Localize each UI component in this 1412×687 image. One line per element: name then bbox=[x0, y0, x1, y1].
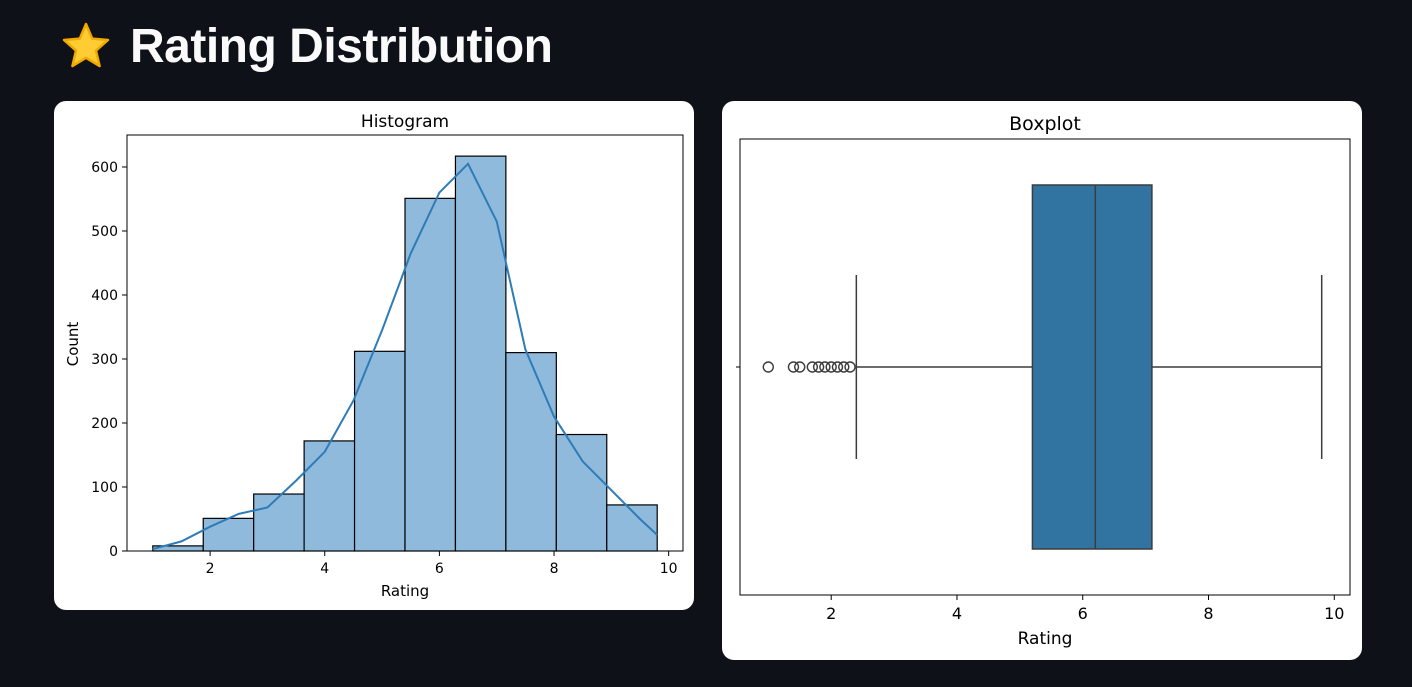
histogram-title: Histogram bbox=[361, 112, 449, 132]
histogram-y-tick-label: 200 bbox=[91, 416, 118, 432]
boxplot-x-axis-label: Rating bbox=[1018, 629, 1073, 649]
histogram-bar bbox=[454, 155, 507, 552]
boxplot-outlier bbox=[812, 361, 825, 373]
boxplot-chart: Boxplot 2 4 6 8 10 Rating bbox=[736, 113, 1351, 649]
histogram-bar bbox=[555, 433, 608, 552]
page-title: Rating Distribution bbox=[130, 19, 553, 73]
histogram-bar bbox=[202, 517, 255, 552]
histogram-bar bbox=[505, 352, 557, 552]
histogram-y-tick-label: 100 bbox=[91, 480, 118, 496]
histogram-x-tick-label: 6 bbox=[435, 561, 444, 577]
histogram-bar bbox=[253, 493, 305, 552]
boxplot-x-tick-label: 2 bbox=[826, 604, 836, 623]
histogram-chart: Histogram 2 4 6 8 10 0 100 200 300 400 500 600 Rat… bbox=[64, 112, 684, 600]
histogram-x-tick-label: 8 bbox=[550, 561, 559, 577]
page-header: Rating Distribution bbox=[60, 14, 553, 78]
boxplot-outlier bbox=[762, 361, 774, 373]
boxplot-outlier bbox=[819, 361, 831, 373]
star-icon bbox=[62, 22, 110, 68]
histogram-x-axis-label: Rating bbox=[381, 582, 429, 600]
histogram-kde-line bbox=[152, 162, 658, 551]
boxplot-x-tick-label: 4 bbox=[952, 604, 962, 623]
histogram-y-tick-label: 500 bbox=[91, 224, 118, 240]
boxplot-outlier bbox=[787, 361, 800, 373]
histogram-y-tick-label: 600 bbox=[91, 160, 118, 176]
boxplot-x-tick-label: 8 bbox=[1203, 604, 1213, 623]
histogram-y-tick-label: 300 bbox=[91, 352, 118, 368]
boxplot-outlier bbox=[825, 361, 837, 373]
histogram-x-tick-label: 2 bbox=[206, 561, 215, 577]
boxplot-outlier bbox=[844, 361, 856, 373]
boxplot-x-tick-label: 6 bbox=[1078, 604, 1088, 623]
boxplot-outlier bbox=[806, 361, 819, 373]
boxplot-outlier bbox=[794, 361, 806, 373]
histogram-x-tick-label: 4 bbox=[320, 561, 329, 577]
histogram-card: Histogram 2 4 6 8 10 0 100 200 300 400 500 600 Rat… bbox=[54, 101, 694, 610]
boxplot-outlier bbox=[831, 361, 844, 373]
histogram-y-axis-label: Count bbox=[64, 322, 82, 367]
boxplot-card: Boxplot 2 4 6 8 10 Rating bbox=[722, 101, 1362, 660]
histogram-plot-frame bbox=[126, 134, 684, 552]
boxplot-title: Boxplot bbox=[1009, 113, 1081, 135]
histogram-x-tick-label: 10 bbox=[660, 561, 678, 577]
boxplot-outlier bbox=[838, 361, 850, 373]
histogram-y-tick-label: 0 bbox=[109, 544, 118, 560]
boxplot-box bbox=[1031, 184, 1153, 550]
boxplot-x-tick-label: 10 bbox=[1324, 604, 1344, 623]
histogram-y-tick-label: 400 bbox=[91, 288, 118, 304]
histogram-bar bbox=[303, 440, 356, 552]
